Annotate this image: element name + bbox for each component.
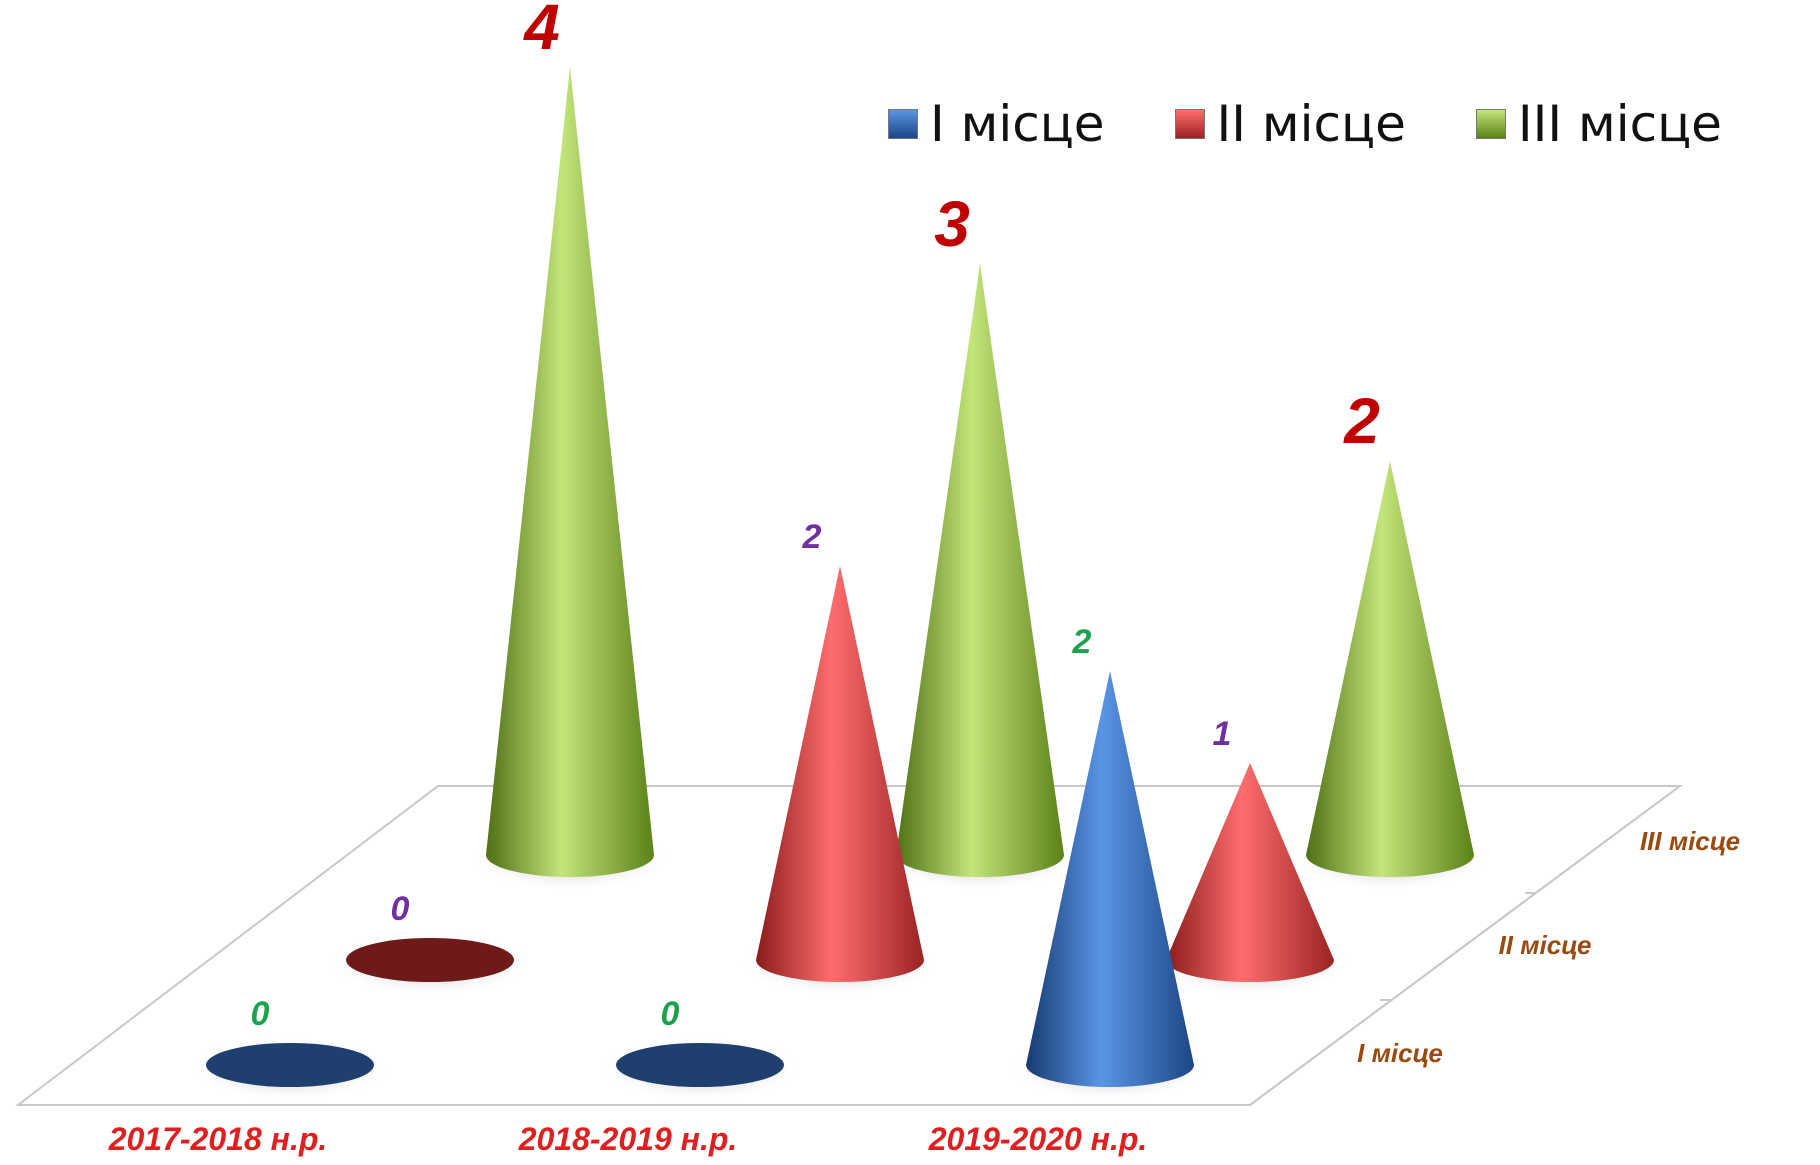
- data-label: 2: [802, 518, 822, 556]
- data-label: 4: [522, 0, 560, 63]
- legend: I місце II місце III місце: [888, 95, 1722, 153]
- cone-3-2019-2020: [1306, 461, 1474, 877]
- cone-2-2019-2020: [1166, 763, 1334, 982]
- data-label: 1: [1213, 715, 1232, 753]
- legend-swatch-third: [1475, 109, 1506, 139]
- x-tick-label: 2019-2020 н.р.: [928, 1121, 1148, 1157]
- data-label: 2: [1343, 385, 1380, 457]
- flat-disc-2-2017-2018: [346, 938, 514, 982]
- legend-item-second: II місце: [1174, 95, 1406, 153]
- depth-axis-label: II місце: [1499, 930, 1592, 960]
- cone-1-2019-2020: [1026, 671, 1194, 1087]
- x-tick-label: 2017-2018 н.р.: [108, 1121, 328, 1157]
- legend-swatch-second: [1174, 109, 1205, 139]
- legend-item-first: I місце: [888, 95, 1105, 153]
- legend-label-third: III місце: [1517, 95, 1722, 153]
- flat-disc-1-2017-2018: [206, 1043, 374, 1087]
- data-label: 0: [251, 995, 270, 1033]
- cone-3-2017-2018: [486, 67, 654, 877]
- depth-axis-label: I місце: [1357, 1038, 1443, 1068]
- side-axis: [1249, 785, 1681, 1106]
- data-label: 3: [934, 188, 970, 260]
- cone-3-2018-2019: [896, 264, 1064, 877]
- legend-item-third: III місце: [1475, 95, 1722, 153]
- data-label: 2: [1072, 623, 1092, 661]
- flat-disc-1-2018-2019: [616, 1043, 784, 1087]
- depth-axis-label: III місце: [1640, 826, 1740, 856]
- legend-swatch-first: [888, 109, 918, 139]
- x-tick-label: 2018-2019 н.р.: [518, 1121, 738, 1157]
- data-label: 0: [661, 995, 680, 1033]
- legend-label-second: II місце: [1216, 95, 1406, 153]
- legend-label-first: I місце: [930, 95, 1105, 153]
- cone-2-2018-2019: [756, 566, 924, 982]
- data-label: 0: [391, 890, 410, 928]
